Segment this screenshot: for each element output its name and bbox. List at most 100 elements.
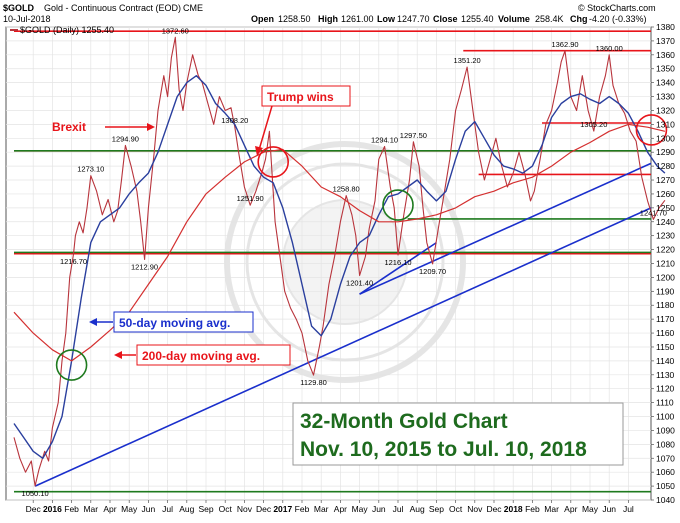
y-tick-label: 1360 xyxy=(656,50,675,60)
price-series-line xyxy=(13,36,666,487)
x-tick-label: Jul xyxy=(162,504,173,514)
close-label: Close xyxy=(433,14,458,24)
legend-text: $GOLD (Daily) 1255.40 xyxy=(20,25,114,35)
y-tick-label: 1180 xyxy=(656,300,675,310)
x-tick-label: Jun xyxy=(372,504,386,514)
price-label: 1305.20 xyxy=(580,120,607,129)
y-tick-label: 1310 xyxy=(656,119,675,129)
trump-arrow xyxy=(258,105,273,151)
instrument-name: Gold - Continuous Contract (EOD) xyxy=(44,3,181,13)
price-label: 1362.90 xyxy=(551,40,578,49)
y-tick-label: 1350 xyxy=(656,64,675,74)
x-tick-label: Feb xyxy=(525,504,540,514)
y-axis: 1040 1050 1060 1070 1080 1090 1100 1110 1120 1130… xyxy=(651,22,675,505)
x-tick-label: Sep xyxy=(198,504,213,514)
price-label: 1251.90 xyxy=(237,194,264,203)
x-tick-label: Sep xyxy=(429,504,444,514)
y-tick-label: 1370 xyxy=(656,36,675,46)
brexit-label: Brexit xyxy=(52,120,86,134)
x-tick-label: Apr xyxy=(334,504,347,514)
open-value: 1258.50 xyxy=(278,14,311,24)
y-tick-label: 1120 xyxy=(656,384,675,394)
low-label: Low xyxy=(377,14,396,24)
x-tick-label: May xyxy=(121,504,138,514)
red-highlight-circle xyxy=(635,114,668,146)
y-tick-label: 1140 xyxy=(656,356,675,366)
support-resistance-lines xyxy=(14,30,651,493)
price-label: 1212.90 xyxy=(131,262,158,271)
watermark-coin xyxy=(224,141,466,383)
y-tick-label: 1340 xyxy=(656,78,675,88)
y-tick-label: 1050 xyxy=(656,481,675,491)
ma50-series-line xyxy=(13,75,666,459)
x-tick-label: May xyxy=(582,504,599,514)
y-tick-label: 1270 xyxy=(656,175,675,185)
ma200-label: 200-day moving avg. xyxy=(142,349,260,363)
y-tick-label: 1220 xyxy=(656,245,675,255)
ma200-box xyxy=(136,344,291,366)
volume-value: 258.4K xyxy=(535,14,564,24)
y-tick-label: 1330 xyxy=(656,92,675,102)
x-tick-label: Feb xyxy=(64,504,79,514)
x-axis: Dec 2016 Feb Mar Apr May Jun Jul Aug Sep Oct Nov Dec… xyxy=(26,500,634,514)
green-highlight-circle xyxy=(382,189,414,221)
ma50-arrowhead xyxy=(89,318,97,326)
price-label: 1273.10 xyxy=(77,165,104,174)
high-value: 1261.00 xyxy=(341,14,374,24)
y-tick-label: 1300 xyxy=(656,133,675,143)
ma50-box xyxy=(113,311,254,333)
green-highlight-circle xyxy=(55,349,88,381)
chg-label: Chg xyxy=(570,14,588,24)
price-label: 1258.80 xyxy=(333,185,360,194)
y-tick-label: 1070 xyxy=(656,453,675,463)
blue-trend-line xyxy=(359,162,652,295)
highlight-circles xyxy=(55,114,668,381)
price-label: 1129.80 xyxy=(300,378,327,387)
ma50-label: 50-day moving avg. xyxy=(119,316,230,330)
price-label: 1216.70 xyxy=(60,257,87,266)
y-tick-label: 1320 xyxy=(656,105,675,115)
y-tick-label: 1200 xyxy=(656,272,675,282)
x-tick-label: Dec xyxy=(486,504,502,514)
y-tick-label: 1290 xyxy=(656,147,675,157)
x-tick-label: Aug xyxy=(410,504,425,514)
trend-lines xyxy=(34,162,652,487)
price-label: 1372.60 xyxy=(162,26,189,35)
price-label: 1294.90 xyxy=(112,134,139,143)
x-tick-label: Dec xyxy=(256,504,272,514)
open-label: Open xyxy=(251,14,274,24)
close-value: 1255.40 xyxy=(461,14,494,24)
price-label: 1216.10 xyxy=(384,258,411,267)
x-tick-label: Oct xyxy=(449,504,463,514)
x-tick-label: 2016 xyxy=(43,504,62,514)
price-label: 1294.10 xyxy=(371,136,398,145)
x-tick-label: Mar xyxy=(544,504,559,514)
y-tick-label: 1280 xyxy=(656,161,675,171)
x-tick-label: Nov xyxy=(467,504,483,514)
blue-trend-line xyxy=(359,241,437,295)
x-tick-label: Nov xyxy=(237,504,253,514)
trump-arrowhead xyxy=(255,146,263,156)
x-tick-label: Feb xyxy=(295,504,310,514)
y-tick-label: 1110 xyxy=(656,398,674,408)
x-tick-label: Mar xyxy=(314,504,329,514)
price-labels: 1050.10 1216.70 1273.10 1294.90 1212.90 1372.… xyxy=(22,26,667,498)
trump-label: Trump wins xyxy=(267,90,334,104)
x-tick-label: Dec xyxy=(26,504,42,514)
x-tick-label: Aug xyxy=(179,504,194,514)
y-tick-label: 1040 xyxy=(656,495,675,505)
price-label: 1297.50 xyxy=(400,131,427,140)
x-tick-label: May xyxy=(352,504,369,514)
trump-box xyxy=(261,85,351,107)
x-tick-label: Jun xyxy=(142,504,156,514)
chart-date: 10-Jul-2018 xyxy=(3,14,51,24)
y-tick-label: 1170 xyxy=(656,314,675,324)
price-label: 1351.20 xyxy=(454,56,481,65)
brand: © StockCharts.com xyxy=(578,3,656,13)
chart-title-line1: 32-Month Gold Chart xyxy=(300,410,508,433)
y-tick-label: 1080 xyxy=(656,439,675,449)
low-value: 1247.70 xyxy=(397,14,430,24)
y-tick-label: 1100 xyxy=(656,412,675,422)
